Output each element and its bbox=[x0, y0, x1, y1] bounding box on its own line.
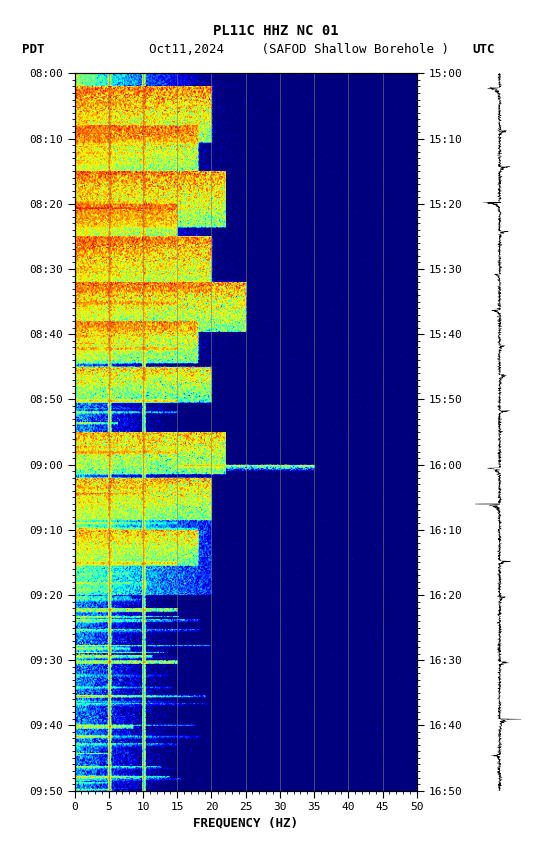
Text: PDT: PDT bbox=[22, 43, 45, 56]
X-axis label: FREQUENCY (HZ): FREQUENCY (HZ) bbox=[193, 816, 298, 829]
Text: PL11C HHZ NC 01: PL11C HHZ NC 01 bbox=[213, 24, 339, 38]
Text: Oct11,2024     (SAFOD Shallow Borehole ): Oct11,2024 (SAFOD Shallow Borehole ) bbox=[149, 43, 449, 56]
Text: UTC: UTC bbox=[472, 43, 495, 56]
